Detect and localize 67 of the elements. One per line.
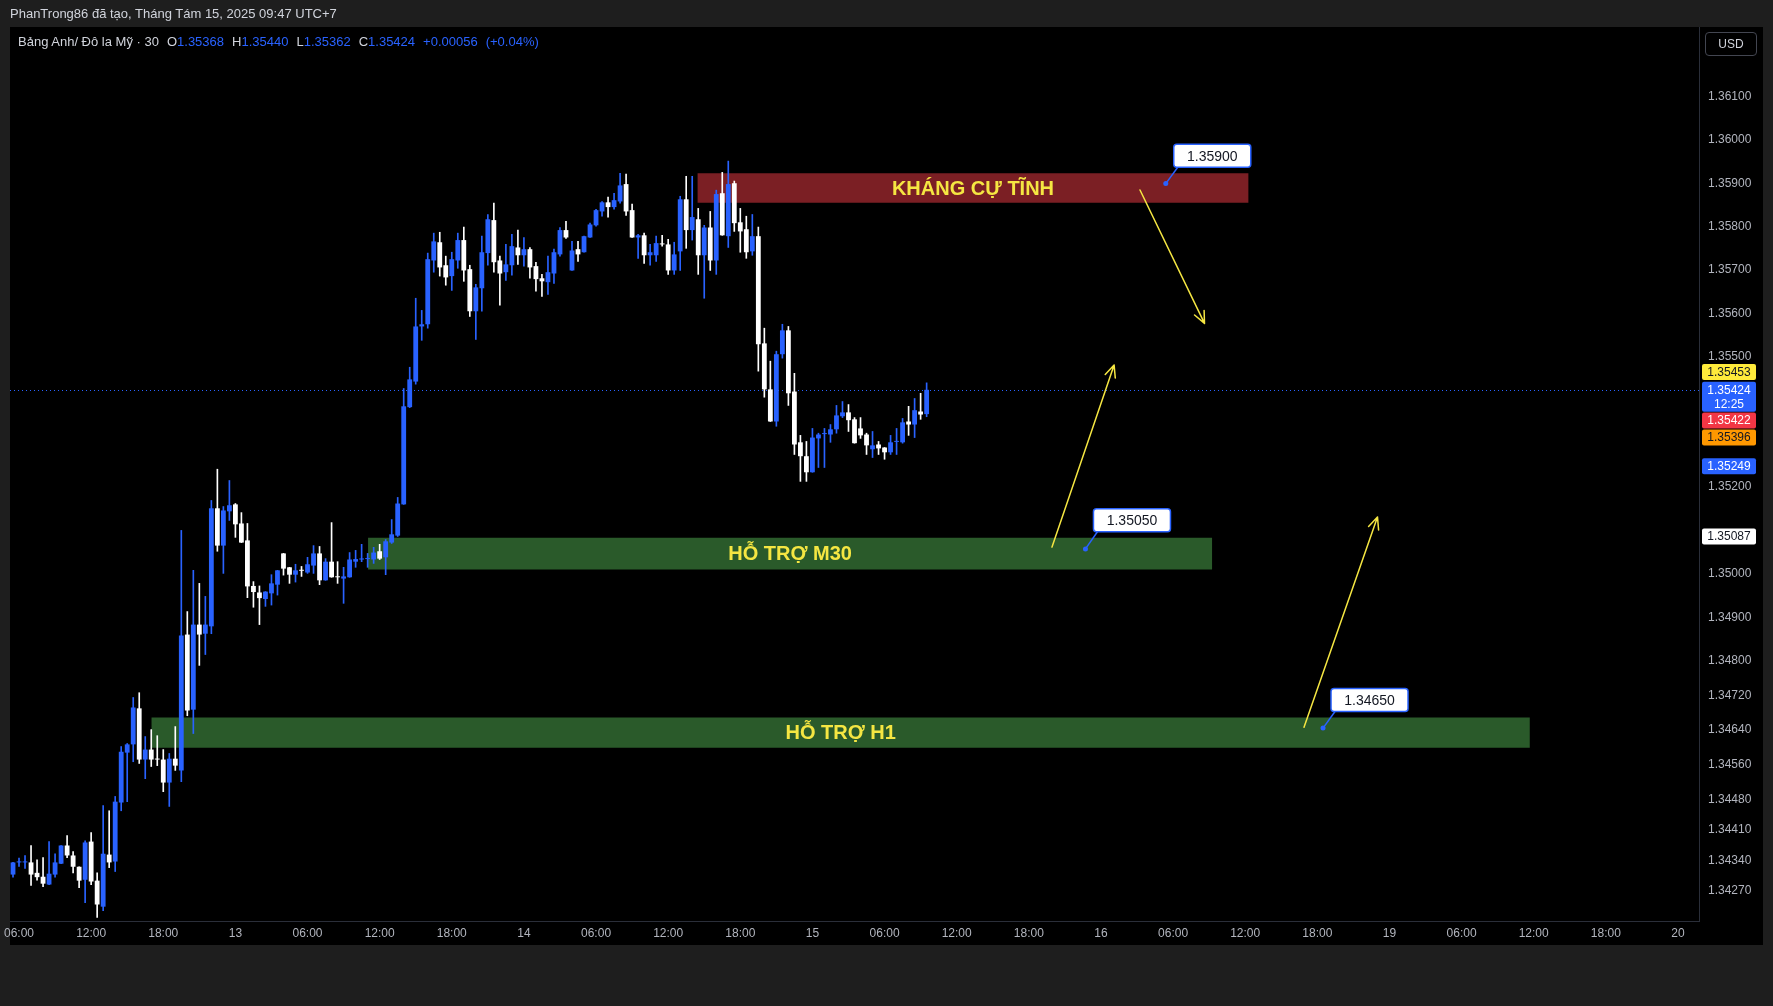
x-tick-label: 06:00: [292, 925, 323, 940]
x-tick-label: 18:00: [1302, 925, 1333, 940]
text: PhanTrong86 đã tạo, Tháng Tám 15, 2025 09:47 UTC+7: [10, 5, 337, 22]
y-tick-label: 1.35900: [1708, 175, 1752, 190]
text: 1.35396: [1707, 430, 1752, 445]
text: 1.35422: [1707, 413, 1752, 428]
y-tick-label: 1.34800: [1708, 652, 1752, 667]
y-tick-label: 1.35600: [1708, 305, 1752, 320]
y-tick-label: 1.35800: [1708, 218, 1752, 233]
band-label: HỖ TRỢ H1: [785, 720, 896, 744]
candlestick: [419, 310, 425, 341]
x-tick-label: 20: [1671, 925, 1685, 940]
annotation: 1.34650: [1344, 691, 1396, 708]
text: Bảng Anh/ Đô la Mỹ · 30: [18, 34, 159, 50]
y-tick-label: 1.36000: [1708, 132, 1752, 147]
x-tick-label: 12:00: [1518, 925, 1550, 940]
y-tick-label: 1.34340: [1708, 852, 1752, 867]
y-tick-label: 1.35200: [1708, 479, 1752, 494]
y-tick-label: 1.34480: [1708, 791, 1752, 806]
annotation: 1.35900: [1186, 147, 1238, 164]
currency-button: USD: [1705, 32, 1757, 56]
y-tick-label: 1.34900: [1708, 609, 1752, 624]
candlestick: [689, 175, 695, 241]
x-tick-label: 18:00: [1590, 925, 1622, 940]
x-tick-label: 13: [228, 925, 243, 940]
x-tick-label: 15: [805, 925, 820, 940]
y-tick-label: 1.34560: [1708, 757, 1752, 772]
y-tick-label: 1.35700: [1708, 262, 1752, 277]
ref-line-label: 1.35424: [1707, 382, 1752, 397]
y-tick-label: 1.34410: [1708, 822, 1752, 837]
x-tick-label: 06:00: [869, 925, 900, 940]
y-tick-label: 1.34720: [1708, 687, 1752, 702]
y-tick-label: 1.34640: [1708, 722, 1752, 737]
x-tick-label: 06:00: [581, 925, 612, 940]
annotation: 1.35050: [1106, 512, 1158, 529]
x-tick-label: 16: [1094, 925, 1108, 940]
y-tick-label: 1.36100: [1708, 88, 1752, 103]
x-tick-label: 12:00: [76, 925, 107, 940]
x-tick-label: 12:00: [653, 925, 684, 940]
x-tick-label: 06:00: [1158, 925, 1189, 940]
band-label: KHÁNG CỰ TĨNH: [891, 176, 1055, 199]
text: O1.35368 H1.35440 L1.35362 C1.35424 +0.00056 (+0.04%): [166, 34, 539, 49]
text: 12:25: [1713, 396, 1745, 411]
candlestick: [635, 234, 641, 259]
band-label: HỖ TRỢ M30: [728, 541, 852, 565]
x-tick-label: 06:00: [4, 925, 35, 940]
x-tick-label: 18:00: [436, 925, 468, 940]
candlestick: [172, 726, 178, 771]
x-tick-label: 14: [517, 925, 531, 940]
text: 1.35087: [1707, 529, 1752, 544]
y-tick-label: 1.34270: [1708, 882, 1752, 897]
text: 1.35249: [1707, 459, 1752, 474]
x-tick-label: 06:00: [1446, 925, 1477, 940]
y-tick-label: 1.35500: [1708, 349, 1752, 364]
text: 1.35453: [1707, 364, 1752, 379]
y-tick-label: 1.35000: [1708, 566, 1752, 581]
candlestick: [106, 810, 112, 868]
x-tick-label: 18:00: [148, 925, 179, 940]
x-tick-label: 12:00: [1230, 925, 1261, 940]
x-tick-label: 18:00: [725, 925, 756, 940]
x-tick-label: 12:00: [364, 925, 395, 940]
candlestick: [142, 736, 148, 779]
candlestick: [659, 234, 665, 247]
x-tick-label: 19: [1382, 925, 1397, 940]
x-tick-label: 12:00: [941, 925, 973, 940]
candlestick: [515, 229, 521, 265]
x-tick-label: 18:00: [1013, 925, 1045, 940]
